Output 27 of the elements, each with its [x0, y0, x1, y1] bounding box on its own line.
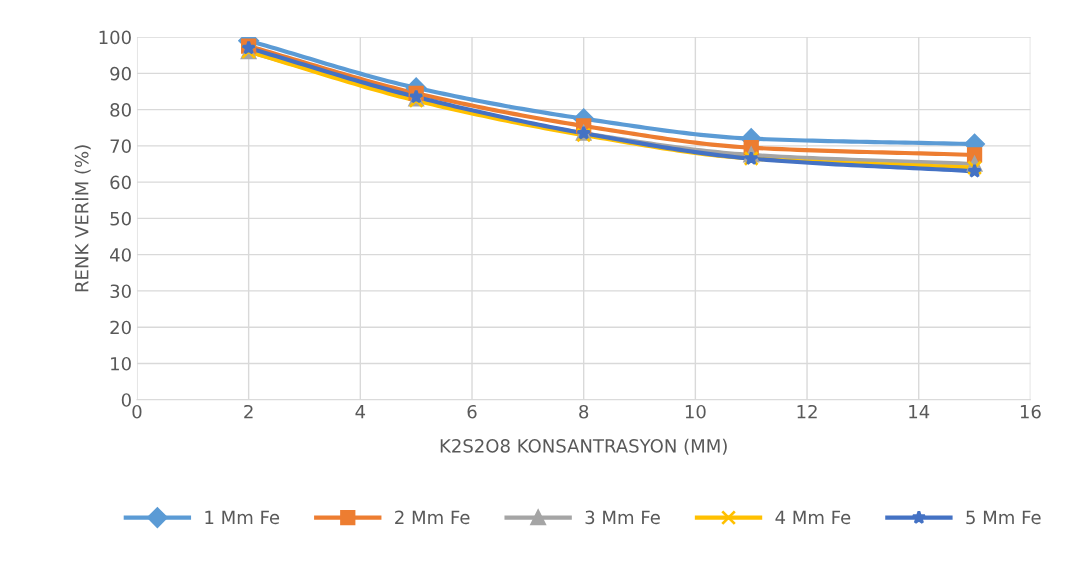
y-tick-label: 0 — [121, 393, 131, 407]
x-axis-title: K2S2O8 KONSANTRASYON (MM) — [440, 438, 727, 455]
y-tick-label: 80 — [110, 103, 131, 117]
x-tick-label: 12 — [797, 404, 817, 419]
x-tick-label: 6 — [467, 404, 477, 419]
legend-label: 1 Mm Fe — [205, 510, 280, 525]
y-tick-label: 90 — [110, 66, 131, 81]
y-tick-label: 50 — [110, 211, 131, 226]
y-tick-label: 20 — [110, 320, 131, 335]
x-tick-label: 8 — [579, 404, 589, 419]
x-tick-label: 2 — [244, 404, 253, 419]
legend-label: 4 Mm Fe — [775, 510, 851, 525]
y-tick-label: 10 — [111, 356, 131, 371]
legend-label: 2 Mm Fe — [395, 510, 470, 525]
x-tick-label: 16 — [1020, 404, 1041, 419]
y-tick-label: 40 — [110, 248, 131, 262]
y-tick-label: 100 — [99, 30, 131, 45]
y-axis-title: RENK VERİM (%) — [71, 145, 91, 292]
x-tick-label: 0 — [132, 404, 142, 419]
y-tick-label: 60 — [110, 175, 131, 190]
y-tick-label: 30 — [110, 284, 131, 299]
legend-label: 3 Mm Fe — [585, 510, 660, 525]
x-tick-label: 10 — [685, 404, 706, 419]
x-tick-label: 14 — [909, 405, 930, 419]
x-tick-label: 4 — [355, 405, 366, 419]
y-tick-label: 70 — [110, 139, 131, 154]
legend-label: 5 Mm Fe — [966, 510, 1041, 525]
